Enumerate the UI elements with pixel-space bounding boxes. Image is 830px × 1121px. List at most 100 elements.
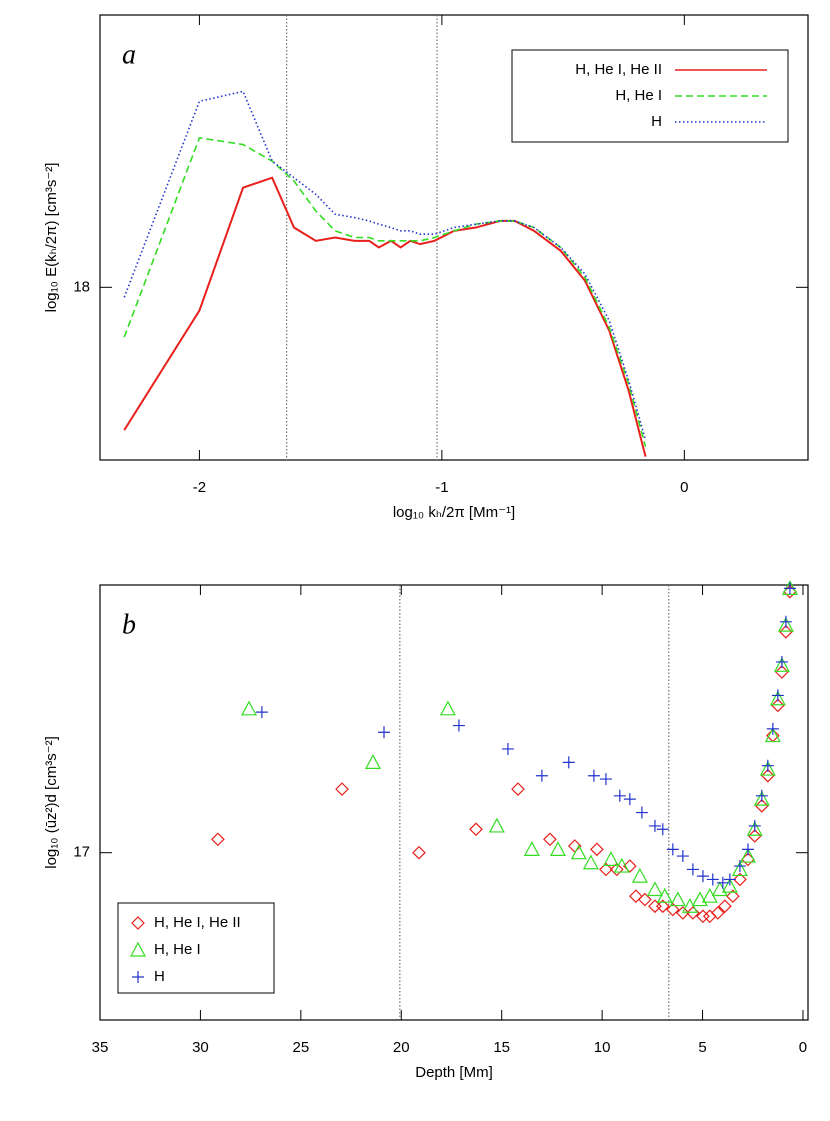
marker bbox=[711, 881, 728, 897]
marker bbox=[378, 726, 391, 739]
marker bbox=[335, 782, 349, 796]
marker bbox=[587, 769, 600, 782]
marker bbox=[771, 689, 784, 702]
marker bbox=[255, 706, 268, 719]
x-tick-label: -1 bbox=[435, 479, 448, 496]
marker bbox=[710, 906, 725, 920]
marker bbox=[523, 841, 540, 856]
plot-frame bbox=[99, 584, 809, 1021]
x-axis-label: Depth [Mm] bbox=[415, 1064, 493, 1081]
marker bbox=[755, 789, 768, 802]
panel-label: b bbox=[122, 609, 136, 640]
x-tick-label: 10 bbox=[594, 1039, 611, 1056]
legend-label: H, He I bbox=[154, 941, 201, 958]
x-tick-label: 15 bbox=[493, 1039, 510, 1056]
marker bbox=[364, 754, 381, 769]
marker bbox=[638, 892, 652, 907]
marker bbox=[717, 899, 732, 914]
marker bbox=[759, 760, 776, 776]
marker bbox=[635, 806, 648, 819]
x-tick-label: 0 bbox=[799, 1039, 807, 1056]
marker bbox=[501, 742, 514, 755]
x-tick-label: -2 bbox=[193, 479, 206, 496]
x-tick-label: 25 bbox=[293, 1039, 310, 1056]
marker bbox=[769, 690, 786, 706]
marker bbox=[779, 615, 792, 628]
marker bbox=[739, 847, 756, 863]
marker bbox=[686, 906, 700, 920]
marker bbox=[733, 860, 746, 873]
marker bbox=[549, 841, 566, 856]
x-tick-label: 5 bbox=[698, 1039, 706, 1056]
marker bbox=[723, 873, 736, 886]
marker bbox=[748, 819, 761, 832]
marker bbox=[754, 798, 769, 813]
marker bbox=[656, 823, 669, 836]
marker bbox=[747, 829, 762, 843]
marker bbox=[602, 851, 619, 866]
marker bbox=[775, 665, 789, 679]
marker bbox=[753, 790, 770, 806]
marker bbox=[676, 906, 690, 920]
marker bbox=[655, 899, 670, 914]
marker bbox=[773, 657, 790, 672]
marker bbox=[783, 582, 796, 595]
marker bbox=[570, 844, 587, 860]
marker bbox=[761, 759, 774, 772]
series-line bbox=[123, 136, 647, 447]
marker bbox=[582, 854, 599, 870]
marker bbox=[562, 756, 575, 769]
x-tick-label: 20 bbox=[393, 1039, 410, 1056]
marker bbox=[726, 889, 740, 904]
marker bbox=[775, 655, 788, 668]
marker bbox=[696, 870, 709, 883]
legend-marker bbox=[131, 916, 145, 930]
series-line bbox=[123, 176, 647, 457]
marker bbox=[646, 881, 663, 897]
marker bbox=[691, 891, 708, 907]
marker bbox=[488, 817, 505, 833]
y-tick-label: 17 bbox=[73, 844, 90, 861]
marker bbox=[609, 862, 624, 877]
panel-label: a bbox=[122, 39, 136, 70]
marker bbox=[686, 863, 699, 876]
marker bbox=[777, 616, 794, 632]
legend-label: H, He I, He II bbox=[154, 914, 241, 931]
x-tick-label: 30 bbox=[192, 1039, 209, 1056]
legend-marker bbox=[129, 941, 147, 957]
marker bbox=[656, 887, 673, 903]
marker bbox=[666, 843, 679, 856]
x-tick-label: 35 bbox=[92, 1039, 109, 1056]
legend-label: H bbox=[651, 113, 662, 130]
marker bbox=[665, 902, 680, 917]
marker bbox=[771, 698, 785, 713]
marker bbox=[412, 845, 426, 860]
legend-box bbox=[117, 902, 275, 994]
legend-label: H, He I, He II bbox=[575, 61, 662, 78]
legend-label: H bbox=[154, 968, 165, 985]
marker bbox=[543, 832, 557, 847]
x-tick-label: 0 bbox=[680, 479, 688, 496]
legend-marker bbox=[132, 971, 144, 983]
marker bbox=[766, 722, 779, 735]
y-tick-label: 18 bbox=[73, 278, 90, 295]
plot-frame bbox=[99, 14, 809, 461]
marker bbox=[623, 793, 636, 806]
marker bbox=[241, 700, 258, 716]
marker bbox=[469, 822, 483, 837]
marker bbox=[731, 861, 748, 877]
marker bbox=[746, 821, 763, 836]
marker bbox=[590, 842, 604, 857]
marker bbox=[669, 891, 686, 907]
marker bbox=[648, 819, 661, 832]
y-axis-label: log₁₀ E(kₕ/2π) [cm³s⁻²] bbox=[43, 163, 60, 313]
marker bbox=[535, 769, 548, 782]
marker bbox=[631, 867, 648, 883]
marker bbox=[629, 889, 643, 904]
marker bbox=[613, 789, 626, 802]
marker bbox=[716, 876, 729, 889]
marker bbox=[676, 850, 689, 863]
marker bbox=[452, 719, 465, 732]
marker bbox=[733, 872, 747, 887]
